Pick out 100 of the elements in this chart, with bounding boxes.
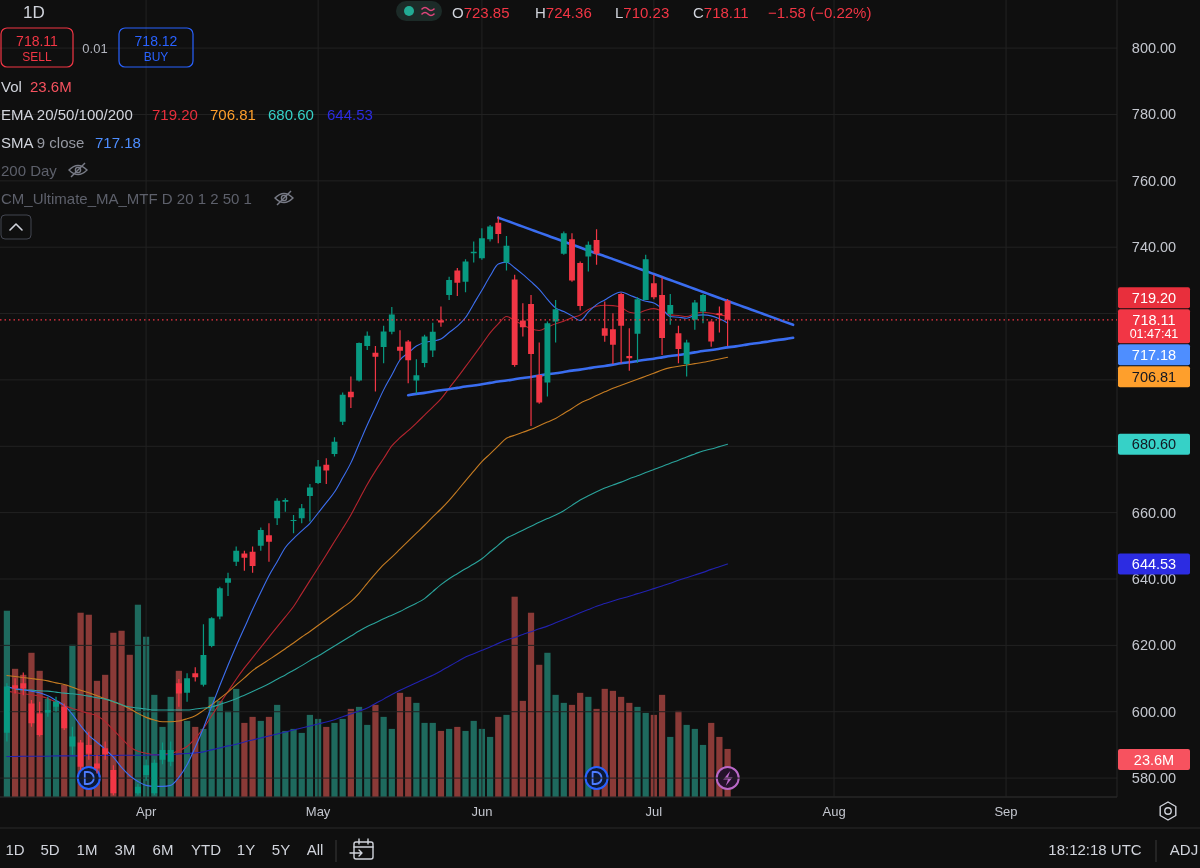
annotation: 0.01 (82, 41, 108, 56)
y-tick-label: 740.00 (1131, 239, 1177, 256)
bar (396, 692, 404, 797)
text: ADJ (1169, 841, 1199, 858)
bar (634, 706, 641, 797)
bar (274, 704, 281, 797)
annotation: −1.58 (−0.22%) (768, 4, 872, 21)
bar (708, 722, 715, 797)
text: 6M (152, 841, 174, 858)
x-tick-label: Jul (645, 804, 663, 819)
candlestick (266, 523, 272, 562)
candlestick (94, 755, 100, 774)
text: 644.53 (1131, 555, 1177, 572)
annotation: CM_Ultimate_MA_MTF D 20 1 2 50 1 (1, 190, 252, 207)
bar (609, 690, 617, 797)
y-tick-label: 620.00 (1131, 637, 1177, 654)
x-tick-label: Jun (471, 804, 493, 819)
x-tick-label: Apr (136, 804, 157, 819)
y-tick-label: 580.00 (1131, 770, 1177, 787)
bar (691, 728, 698, 797)
bar (380, 716, 387, 797)
y-tick-label: 800.00 (1131, 40, 1177, 57)
line-series (406, 336, 795, 397)
bar (642, 712, 649, 797)
bar (511, 596, 518, 797)
text: YTD (191, 841, 222, 858)
bar (462, 730, 469, 797)
bar (667, 736, 674, 797)
bar (675, 710, 682, 797)
bar (495, 716, 502, 797)
chart-title: 1D (23, 3, 45, 22)
text: 706.81 (1131, 368, 1177, 385)
bar (233, 688, 240, 797)
bar (527, 612, 535, 797)
annotation: O723.85 (452, 4, 510, 21)
y-tick-label: 780.00 (1131, 106, 1177, 123)
bar (618, 696, 625, 797)
bar (446, 728, 453, 797)
y-tick-label: 760.00 (1131, 172, 1177, 189)
bar (118, 630, 125, 797)
bar (577, 692, 584, 797)
y-tick-label: 640.00 (1131, 571, 1177, 587)
bar (405, 696, 412, 797)
text: 5Y (271, 841, 291, 858)
annotation: 718.12 (134, 33, 178, 49)
candlestick (12, 678, 19, 694)
annotation: 718.11 (16, 33, 59, 49)
bar (347, 708, 354, 797)
bar (560, 702, 567, 797)
bar (413, 702, 420, 797)
annotation: 200 Day (1, 162, 58, 179)
annotation: Vol (1, 78, 22, 95)
bar (503, 714, 510, 797)
line-series (6, 356, 729, 723)
annotation: H724.36 (535, 4, 592, 21)
candlestick (53, 696, 59, 712)
annotation: 706.81 (210, 106, 256, 123)
bar (454, 726, 461, 797)
annotation: C718.11 (693, 4, 749, 21)
candlestick (184, 673, 191, 702)
bar (437, 730, 445, 797)
bar (306, 714, 314, 797)
candlestick (700, 293, 706, 324)
text: 23.6M (1133, 751, 1175, 768)
bar (257, 720, 264, 797)
bar (224, 710, 232, 797)
candlestick (241, 550, 248, 571)
annotation: SMA 9 close (1, 134, 85, 151)
bar (699, 744, 707, 797)
candlestick (306, 484, 313, 522)
text: 680.60 (1131, 436, 1177, 453)
annotation: 644.53 (327, 106, 373, 123)
bar (683, 724, 690, 797)
bar (486, 736, 494, 797)
text: 1Y (236, 841, 256, 858)
annotation: L710.23 (615, 4, 670, 21)
bar (421, 722, 428, 797)
bar (470, 720, 477, 797)
text: 1D (5, 841, 25, 858)
bar (536, 664, 543, 797)
bar (282, 730, 289, 797)
bar (429, 722, 436, 797)
x-tick-label: Aug (822, 804, 846, 819)
annotation: BUY (143, 50, 169, 64)
text: 18:12:18 UTC (1048, 841, 1142, 858)
candlestick (282, 498, 289, 512)
bar (658, 694, 666, 797)
bar (265, 716, 273, 797)
text: 1M (76, 841, 98, 858)
text: 717.18 (1131, 346, 1177, 363)
bar (372, 704, 379, 797)
bar (355, 706, 363, 797)
annotation: EMA 20/50/100/200 (1, 106, 133, 123)
line-series (14, 443, 729, 711)
y-tick-label: 600.00 (1131, 703, 1177, 720)
ref-line-label: 718.11 (1132, 311, 1176, 328)
bar (290, 728, 297, 797)
text: 01:47:41 (1129, 326, 1179, 341)
annotation: 719.20 (152, 106, 198, 123)
x-tick-label: May (305, 804, 331, 819)
